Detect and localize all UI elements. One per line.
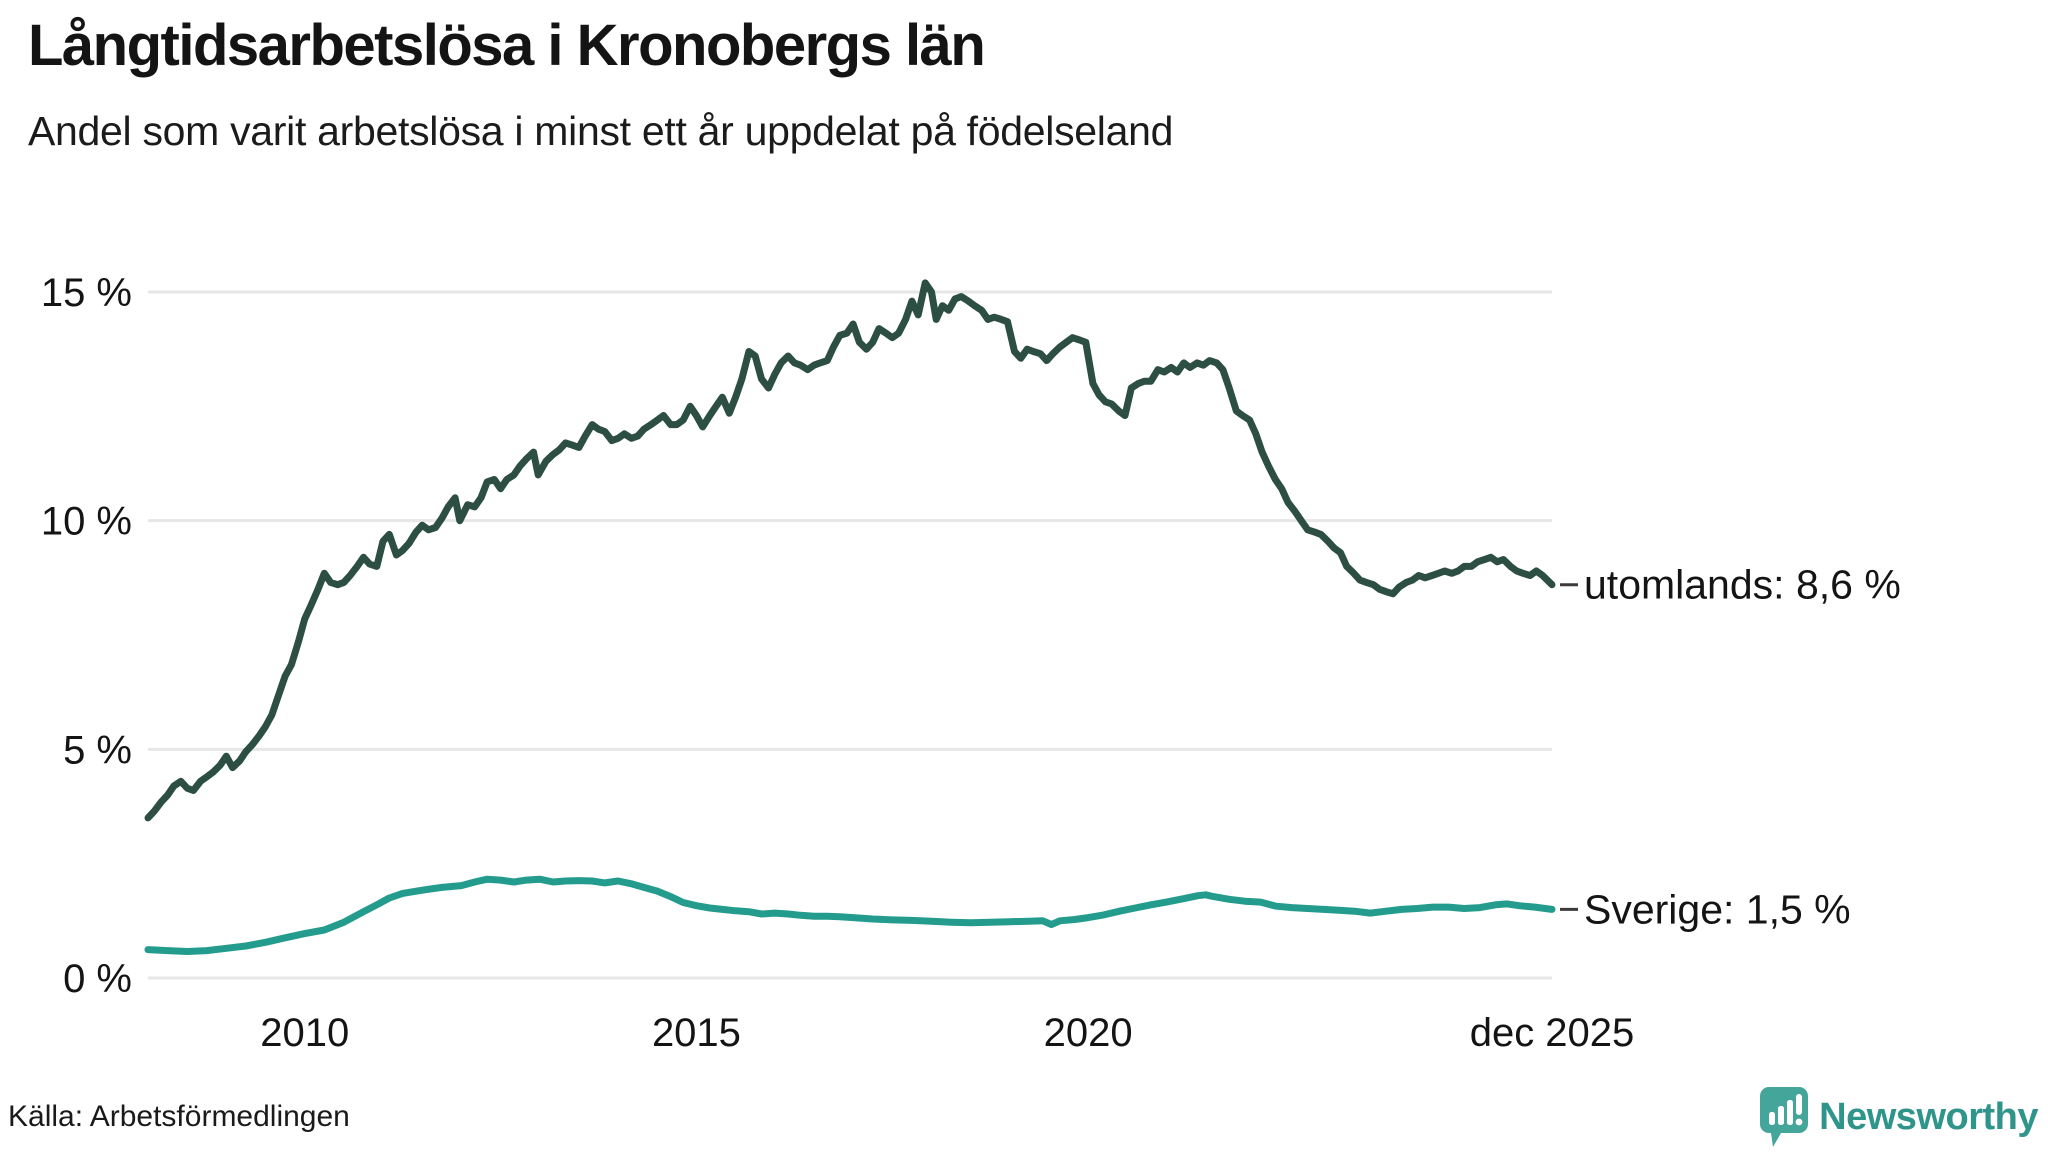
newsworthy-logo-icon [1760,1087,1809,1147]
series-end-label: utomlands: 8,6 % [1584,562,1901,608]
x-axis-tick-label: 2010 [260,1011,349,1055]
x-axis-tick-label: 2015 [652,1011,741,1055]
x-axis-tick-label: 2020 [1044,1011,1133,1055]
newsworthy-brand-name: Newsworthy [1819,1095,2038,1138]
series-line-sverige [144,875,1556,955]
x-axis-tick-label: dec 2025 [1470,1011,1635,1055]
series-end-label: Sverige: 1,5 % [1584,886,1851,932]
series-line-utomlands [144,279,1556,822]
y-axis-tick-label: 10 % [41,500,132,544]
source-note: Källa: Arbetsförmedlingen [8,1100,350,1133]
y-axis-tick-label: 5 % [63,728,132,772]
chart-subtitle: Andel som varit arbetslösa i minst ett å… [28,108,1174,154]
newsworthy-brand: Newsworthy [1759,1086,2038,1148]
chart-title: Långtidsarbetslösa i Kronobergs län [28,13,986,78]
y-axis-tick-label: 0 % [63,957,132,1001]
y-axis-tick-label: 15 % [41,271,132,315]
